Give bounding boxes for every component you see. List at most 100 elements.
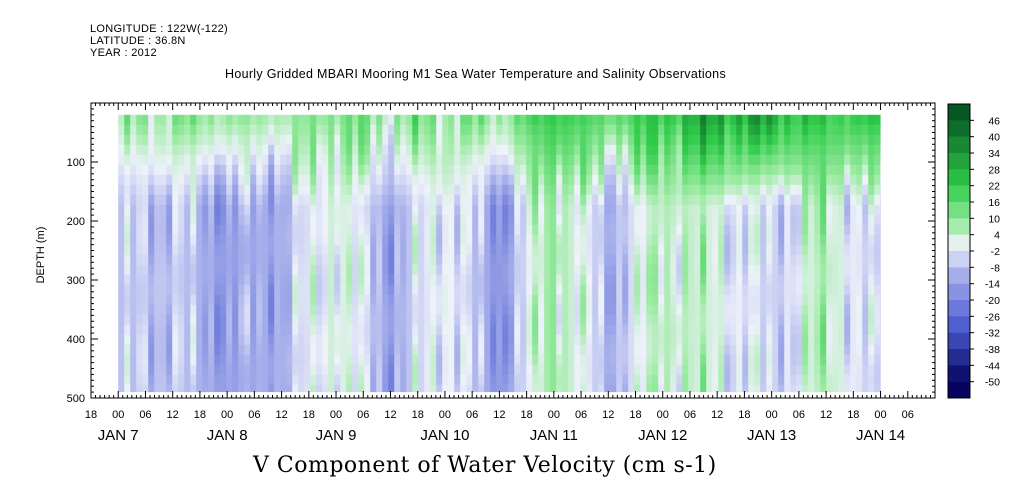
heatmap-cell — [760, 224, 767, 236]
heatmap-cell — [388, 164, 395, 176]
heatmap-cell — [178, 144, 185, 156]
heatmap-cell — [526, 124, 533, 136]
heatmap-cell — [310, 214, 317, 226]
heatmap-cell — [832, 374, 839, 386]
heatmap-cell — [586, 264, 593, 276]
heatmap-cell — [610, 334, 617, 346]
heatmap-cell — [784, 324, 791, 336]
heatmap-cell — [538, 244, 545, 256]
heatmap-cell — [622, 294, 629, 306]
heatmap-cell — [358, 134, 365, 146]
heatmap-cell — [634, 114, 641, 126]
heatmap-cell — [646, 164, 653, 176]
heatmap-cell — [694, 144, 701, 156]
heatmap-cell — [166, 384, 173, 393]
heatmap-cell — [376, 304, 383, 316]
heatmap-cell — [454, 304, 461, 316]
heatmap-cell — [472, 384, 479, 393]
heatmap-cell — [526, 354, 533, 366]
heatmap-cell — [166, 154, 173, 166]
heatmap-cell — [466, 194, 473, 206]
heatmap-cell — [790, 384, 797, 393]
heatmap-cell — [712, 234, 719, 246]
heatmap-cell — [598, 264, 605, 276]
heatmap-cell — [370, 234, 377, 246]
heatmap-cell — [484, 144, 491, 156]
heatmap-cell — [688, 354, 695, 366]
heatmap-cell — [670, 134, 677, 146]
heatmap-cell — [760, 334, 767, 346]
heatmap-cell — [310, 134, 317, 146]
heatmap-cell — [472, 264, 479, 276]
heatmap-cell — [244, 194, 251, 206]
heatmap-cell — [388, 144, 395, 156]
colorbar-segment — [948, 332, 970, 350]
heatmap-cell — [184, 224, 191, 236]
heatmap-cell — [640, 294, 647, 306]
heatmap-cell — [592, 314, 599, 326]
heatmap-cell — [754, 154, 761, 166]
heatmap-cell — [862, 214, 869, 226]
heatmap-cell — [820, 184, 827, 196]
heatmap-cell — [274, 204, 281, 216]
heatmap-cell — [868, 184, 875, 196]
heatmap-cell — [340, 364, 347, 376]
heatmap-cell — [148, 164, 155, 176]
heatmap-cell — [346, 364, 353, 376]
heatmap-cell — [868, 224, 875, 236]
heatmap-cell — [688, 204, 695, 216]
heatmap-cell — [562, 134, 569, 146]
heatmap-cell — [724, 164, 731, 176]
heatmap-cell — [352, 244, 359, 256]
heatmap-cell — [844, 124, 851, 136]
heatmap-cell — [148, 224, 155, 236]
heatmap-cell — [706, 354, 713, 366]
heatmap-cell — [694, 264, 701, 276]
heatmap-cell — [748, 114, 755, 126]
heatmap-cell — [226, 164, 233, 176]
heatmap-cell — [736, 344, 743, 356]
heatmap-cell — [322, 124, 329, 136]
heatmap-cell — [256, 244, 263, 256]
heatmap-cell — [280, 374, 287, 386]
heatmap-cell — [226, 254, 233, 266]
heatmap-cell — [154, 214, 161, 226]
heatmap-cell — [682, 154, 689, 166]
heatmap-cell — [796, 274, 803, 286]
heatmap-cell — [814, 214, 821, 226]
heatmap-cell — [760, 364, 767, 376]
heatmap-cell — [814, 254, 821, 266]
heatmap-cell — [862, 134, 869, 146]
heatmap-cell — [346, 274, 353, 286]
heatmap-cell — [394, 334, 401, 346]
heatmap-cell — [682, 184, 689, 196]
heatmap-cell — [370, 244, 377, 256]
heatmap-cell — [154, 224, 161, 236]
heatmap-cell — [646, 144, 653, 156]
heatmap-cell — [724, 174, 731, 186]
heatmap-cell — [652, 224, 659, 236]
heatmap-cell — [130, 264, 137, 276]
heatmap-cell — [310, 194, 317, 206]
heatmap-cell — [154, 354, 161, 366]
heatmap-cell — [556, 214, 563, 226]
heatmap-cell — [508, 194, 515, 206]
heatmap-cell — [172, 364, 179, 376]
heatmap-cell — [670, 234, 677, 246]
heatmap-cell — [274, 164, 281, 176]
heatmap-cell — [382, 364, 389, 376]
heatmap-cell — [388, 114, 395, 126]
heatmap-cell — [346, 374, 353, 386]
heatmap-cell — [226, 184, 233, 196]
heatmap-cell — [148, 354, 155, 366]
heatmap-cell — [832, 334, 839, 346]
heatmap-cell — [232, 214, 239, 226]
heatmap-cell — [322, 164, 329, 176]
heatmap-cell — [244, 164, 251, 176]
heatmap-cell — [154, 174, 161, 186]
heatmap-cell — [688, 134, 695, 146]
heatmap-cell — [190, 294, 197, 306]
heatmap-cell — [298, 314, 305, 326]
heatmap-cell — [340, 184, 347, 196]
heatmap-cell — [868, 214, 875, 226]
